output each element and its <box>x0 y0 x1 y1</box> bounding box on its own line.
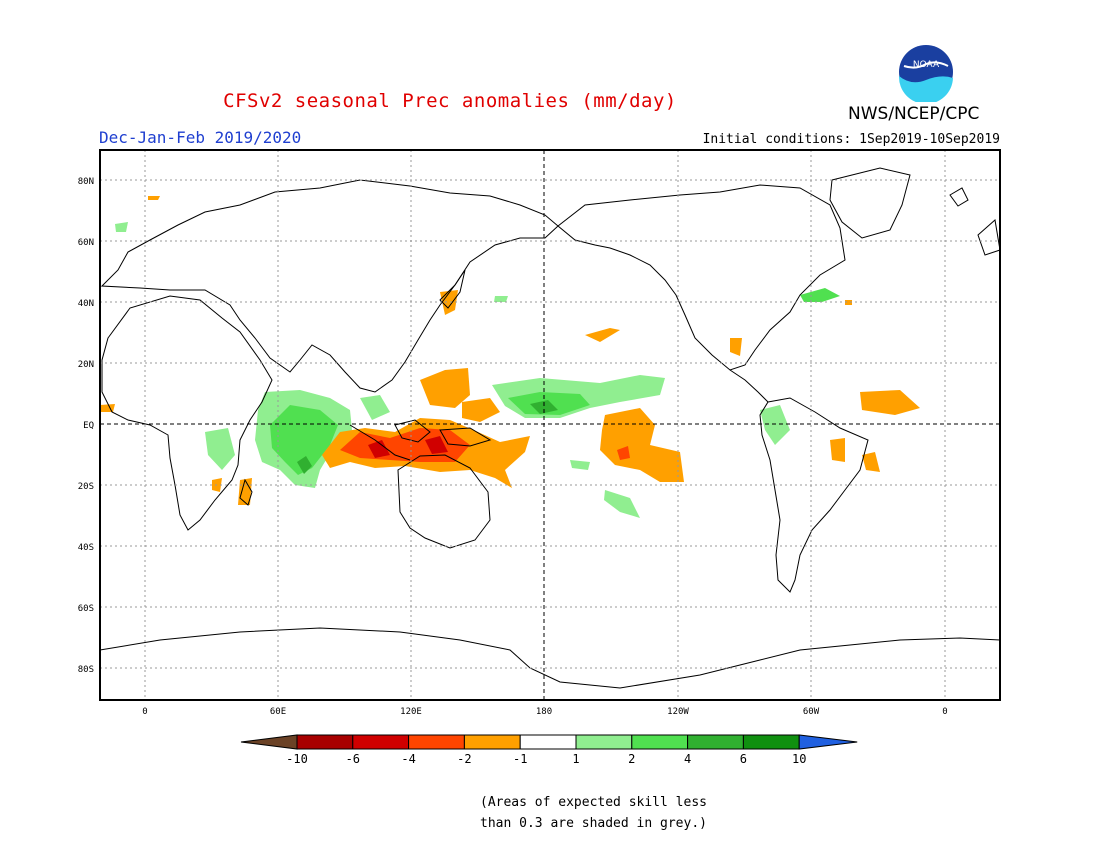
map-title: CFSv2 seasonal Prec anomalies (mm/day) <box>223 90 677 112</box>
colorbar-segment <box>408 734 465 750</box>
colorbar-arrow-right <box>798 734 858 750</box>
dry-anomaly-south-pacific <box>600 408 684 482</box>
lat-label: 80N <box>78 177 94 187</box>
noaa-logo-icon: NOAA <box>897 43 955 102</box>
colorbar: -10 -6 -4 -2 -1 1 2 4 6 10 <box>240 734 858 766</box>
coastline-africa <box>101 295 273 531</box>
agency-label: NWS/NCEP/CPC <box>848 104 980 124</box>
lat-label: 20S <box>78 482 94 492</box>
coastline-greenland <box>829 167 911 239</box>
colorbar-label: -2 <box>457 752 471 766</box>
logo-text: NOAA <box>913 60 940 70</box>
lon-label: 0 <box>142 707 147 717</box>
lon-label: 120E <box>400 707 422 717</box>
map-frame <box>99 149 1001 701</box>
coastline-australia <box>397 454 491 549</box>
wet-anomaly-indian-ocean-core <box>270 405 338 475</box>
colorbar-label: 10 <box>792 752 806 766</box>
colorbar-segment <box>742 734 800 750</box>
colorbar-label: -10 <box>286 752 308 766</box>
coastline-eurasia <box>100 179 559 393</box>
initial-conditions-label: Initial conditions: 1Sep2019-10Sep2019 <box>702 132 1000 147</box>
latitude-labels: 80N 60N 40N 20N EQ 20S 40S 60S 80S <box>78 177 94 675</box>
skill-note: (Areas of expected skill less than 0.3 a… <box>480 792 707 834</box>
skill-note-line2: than 0.3 are shaded in grey.) <box>480 816 707 831</box>
coastline-south-america <box>759 397 869 593</box>
colorbar-segment <box>463 734 521 750</box>
lon-label: 180 <box>536 707 552 717</box>
lon-label: 0 <box>942 707 947 717</box>
colorbar-segment <box>352 734 410 750</box>
longitude-labels: 0 60E 120E 180 120W 60W 0 <box>142 707 947 717</box>
coastlines <box>99 167 1001 689</box>
lon-label: 60W <box>803 707 820 717</box>
colorbar-label: -6 <box>346 752 360 766</box>
colorbar-label: -1 <box>513 752 527 766</box>
coastline-north-america <box>557 184 846 371</box>
lat-label: 40N <box>78 299 94 309</box>
colorbar-label: 4 <box>684 752 691 766</box>
skill-note-line1: (Areas of expected skill less <box>480 795 707 810</box>
lat-label: 60N <box>78 238 94 248</box>
colorbar-segment <box>575 734 633 750</box>
colorbar-arrow-left <box>240 734 298 750</box>
grid-lines <box>100 150 1000 700</box>
coastline-antarctica <box>99 627 1001 689</box>
colorbar-label: 1 <box>572 752 579 766</box>
colorbar-segment <box>631 734 689 750</box>
lon-label: 120W <box>667 707 689 717</box>
colorbar-label: 2 <box>628 752 635 766</box>
lat-label: 40S <box>78 543 94 553</box>
lat-label: 80S <box>78 665 94 675</box>
colorbar-label: 6 <box>740 752 747 766</box>
lat-label: EQ <box>83 421 94 431</box>
season-label: Dec-Jan-Feb 2019/2020 <box>99 128 302 147</box>
lat-label: 60S <box>78 604 94 614</box>
lon-label: 60E <box>270 707 286 717</box>
colorbar-label: -4 <box>401 752 415 766</box>
colorbar-segment <box>296 734 354 750</box>
colorbar-segment <box>519 734 577 750</box>
lat-label: 20N <box>78 360 94 370</box>
anomaly-shading <box>100 196 920 518</box>
colorbar-segment <box>687 734 744 750</box>
